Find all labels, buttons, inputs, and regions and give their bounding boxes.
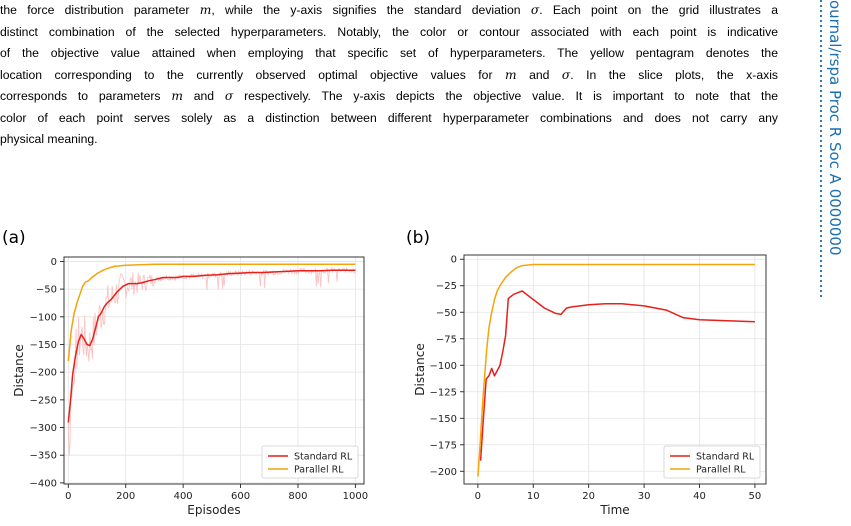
y-tick-label: −200 <box>30 368 57 379</box>
plot-frame <box>463 254 767 485</box>
x-tick-label: 0 <box>475 491 481 502</box>
math-symbol: m <box>505 67 517 82</box>
text-run: the force distribution parameter <box>0 3 200 17</box>
y-tick-label: −300 <box>30 423 57 434</box>
text-run: , while the y-axis signifies the standar… <box>211 3 531 17</box>
y-tick-label: −50 <box>436 308 457 319</box>
paragraph-line: of the objective value attained when emp… <box>0 43 778 65</box>
x-tick-label: 20 <box>582 491 595 502</box>
text-run: . In the slice plots, the x-axis <box>570 67 778 82</box>
paragraph-line: the force distribution parameter m, whil… <box>0 0 778 22</box>
paragraph-line: location corresponding to the currently … <box>0 65 778 87</box>
y-tick-label: −75 <box>436 334 457 345</box>
y-tick-label: −125 <box>430 387 457 398</box>
x-tick-label: 600 <box>231 491 250 502</box>
text-run: color of each point serves solely as a d… <box>0 110 778 125</box>
y-tick-label: −150 <box>430 414 457 425</box>
text-run: and <box>516 67 562 82</box>
math-symbol: σ <box>530 3 540 17</box>
x-axis-label: Episodes <box>187 503 240 517</box>
y-tick-label: −400 <box>30 478 57 489</box>
y-tick-label: 0 <box>51 257 57 268</box>
x-tick-label: 800 <box>288 491 307 502</box>
legend-label: Standard RL <box>696 452 755 463</box>
x-tick-label: 40 <box>693 491 706 502</box>
x-tick-label: 0 <box>65 491 71 502</box>
panel-label-b: (b) <box>406 228 431 248</box>
legend-label: Parallel RL <box>294 465 344 476</box>
y-tick-label: −350 <box>30 451 57 462</box>
paragraph-line: corresponds to parameters m and σ respec… <box>0 86 778 108</box>
math-symbol: m <box>199 3 212 17</box>
y-tick-label: −150 <box>30 340 57 351</box>
y-axis-label: Distance <box>12 344 26 396</box>
series-line-standard <box>67 269 356 423</box>
legend-label: Parallel RL <box>696 465 746 476</box>
x-tick-label: 50 <box>749 491 762 502</box>
legend: Standard RL Parallel RL <box>261 445 359 479</box>
legend: Standard RL Parallel RL <box>663 445 761 479</box>
y-tick-label: −100 <box>430 361 457 372</box>
y-tick-label: −200 <box>430 467 457 478</box>
y-axis-label: Distance <box>413 343 427 395</box>
text-run: corresponds to parameters <box>0 89 172 103</box>
text-run: . Each point on the grid illustrates a <box>539 3 778 17</box>
y-tick-label: −50 <box>36 285 57 296</box>
series-line-parallel <box>67 263 356 362</box>
series-line-parallel <box>477 263 755 477</box>
text-run: and <box>182 89 225 103</box>
legend-box <box>663 445 761 479</box>
journal-sidebar: ournal/rspa Proc R Soc A 0000000 <box>820 0 846 300</box>
x-tick-label: 30 <box>638 491 651 502</box>
text-run: location corresponding to the currently … <box>0 67 506 82</box>
y-tick-label: −175 <box>430 440 457 451</box>
x-tick-label: 400 <box>174 491 193 502</box>
y-tick-label: 0 <box>451 255 457 266</box>
x-axis-label: Time <box>599 503 629 517</box>
panel-label-a: (a) <box>2 228 26 248</box>
x-tick-label: 1000 <box>343 491 368 502</box>
series-line-standard <box>479 290 755 461</box>
text-run: distinct combination of the selected hyp… <box>0 24 778 39</box>
chart-1-group: 0 10 20 30 40 50 0 −25 −50 −75 −100 −125 −150 −175 −20… <box>413 254 767 517</box>
caption-paragraph: the force distribution parameter m, whil… <box>0 0 778 151</box>
y-tick-label: −25 <box>436 281 457 292</box>
text-run: physical meaning. <box>0 132 98 146</box>
x-tick-label: 200 <box>116 491 135 502</box>
paragraph-line: distinct combination of the selected hyp… <box>0 22 778 44</box>
math-symbol: σ <box>224 89 234 103</box>
legend-box <box>261 445 359 479</box>
dotted-rule <box>820 0 822 298</box>
text-run: of the objective value attained when emp… <box>0 46 778 60</box>
x-tick-label: 10 <box>527 491 540 502</box>
y-tick-label: −250 <box>30 395 57 406</box>
math-symbol: m <box>171 89 183 103</box>
chart-0-group: 0 200 400 600 800 1000 0 −50 −100 −150 −200 −250 −30… <box>12 256 368 517</box>
paragraph-line: physical meaning. <box>0 129 778 151</box>
plot-frame <box>63 256 365 485</box>
math-symbol: σ <box>561 67 571 82</box>
legend-label: Standard RL <box>294 452 353 463</box>
y-tick-label: −100 <box>30 312 57 323</box>
text-run: respectively. The y-axis depicts the obj… <box>233 89 778 103</box>
paragraph-line: color of each point serves solely as a d… <box>0 108 778 130</box>
